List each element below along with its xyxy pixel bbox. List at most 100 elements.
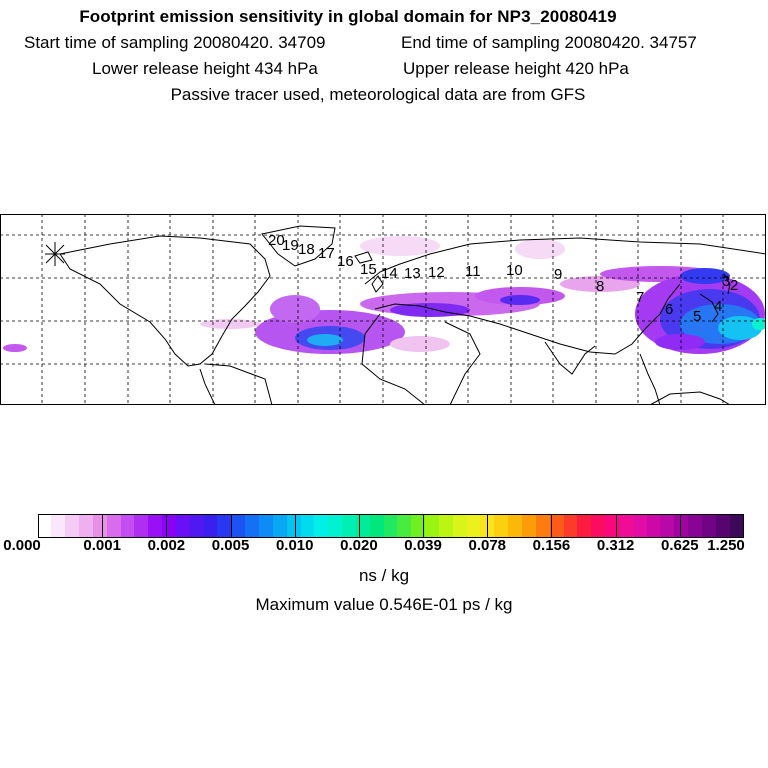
colorbar-cell xyxy=(51,514,66,538)
trajectory-label: 20 xyxy=(268,232,285,249)
trajectory-label: 18 xyxy=(298,241,315,258)
colorbar-cell xyxy=(342,514,357,538)
trajectory-label: 8 xyxy=(596,278,604,295)
figure-title: Footprint emission sensitivity in global… xyxy=(79,7,617,26)
trajectory-label: 10 xyxy=(506,262,523,279)
colorbar-tick-label: 1.250 xyxy=(707,537,745,554)
colorbar-cell xyxy=(647,514,661,538)
trajectory-label: 5 xyxy=(693,308,701,325)
colorbar-cell xyxy=(397,514,412,538)
colorbar-tick-label: 0.001 xyxy=(83,537,121,554)
colorbar-border xyxy=(38,514,744,538)
colorbar-cell xyxy=(619,514,634,538)
trajectory-label: 12 xyxy=(428,264,445,281)
trajectory-labels: 20 19 18 17 16 15 14 13 12 11 10 9 8 7 6… xyxy=(268,232,738,325)
footprint-field xyxy=(3,236,766,354)
trajectory-label: 14 xyxy=(381,265,398,282)
colorbar-tick-label: 0.010 xyxy=(275,537,314,554)
colorbar-cell xyxy=(577,514,592,538)
colorbar-cell xyxy=(439,514,454,538)
colorbar-units: ns / kg xyxy=(358,566,410,585)
colorbar-cells xyxy=(38,514,744,538)
colorbar-cell xyxy=(550,514,565,538)
upper-height-text: Upper release height 420 hPa xyxy=(403,59,629,78)
colorbar-cell xyxy=(591,514,606,538)
colorbar-cell xyxy=(301,514,315,538)
release-height-row: Lower release height 434 hPa Upper relea… xyxy=(0,59,768,81)
colorbar-cell xyxy=(564,514,578,538)
colorbar-tick-label: 0.000 xyxy=(3,537,41,554)
colorbar-cell xyxy=(314,514,329,538)
colorbar-cell xyxy=(259,514,274,538)
trajectory-label: 6 xyxy=(665,301,673,318)
colorbar-tick-label: 0.156 xyxy=(532,537,571,554)
colorbar-cell xyxy=(425,514,440,538)
colorbar-cell xyxy=(245,514,260,538)
colorbar-cell xyxy=(660,514,675,538)
colorbar-cell xyxy=(384,514,398,538)
maximum-value-text: Maximum value 0.546E-01 ps / kg xyxy=(255,595,513,614)
colorbar-cell xyxy=(231,514,246,538)
colorbar-cell xyxy=(453,514,468,538)
colorbar-cell xyxy=(121,514,135,538)
tracer-note: Passive tracer used, meteorological data… xyxy=(170,85,586,104)
sampling-time-row: Start time of sampling 20080420. 34709 E… xyxy=(0,33,768,55)
colorbar-dividers xyxy=(102,514,681,538)
colorbar-cell xyxy=(356,514,371,538)
colorbar-cell xyxy=(633,514,648,538)
colorbar-tick-label: 0.039 xyxy=(404,537,442,554)
trajectory-label: 9 xyxy=(554,266,562,283)
sensitivity-map: 20 19 18 17 16 15 14 13 12 11 10 9 8 7 6… xyxy=(0,214,766,405)
trajectory-label: 19 xyxy=(282,237,299,254)
colorbar-cell xyxy=(38,514,52,538)
trajectory-label: 11 xyxy=(465,263,481,280)
colorbar xyxy=(38,514,744,538)
end-time-text: End time of sampling 20080420. 34757 xyxy=(401,33,697,52)
colorbar-cell xyxy=(411,514,426,538)
colorbar-tick-label: 0.078 xyxy=(468,537,507,554)
colorbar-cell xyxy=(273,514,288,538)
trajectory-label: 17 xyxy=(318,245,335,262)
colorbar-tick-label: 0.005 xyxy=(211,537,250,554)
colorbar-tick-label: 0.312 xyxy=(596,537,635,554)
colorbar-cell xyxy=(494,514,509,538)
colorbar-cell xyxy=(217,514,232,538)
start-time-text: Start time of sampling 20080420. 34709 xyxy=(24,33,326,52)
release-point-marker xyxy=(45,242,65,266)
trajectory-label: 13 xyxy=(404,265,421,282)
colorbar-tick-label: 0.002 xyxy=(147,537,186,554)
coastlines xyxy=(59,225,766,405)
colorbar-cell xyxy=(674,514,689,538)
colorbar-cell xyxy=(162,514,177,538)
trajectory-label: 4 xyxy=(714,298,722,315)
colorbar-cell xyxy=(176,514,191,538)
colorbar-cell xyxy=(287,514,302,538)
map-border xyxy=(0,214,766,405)
colorbar-cell xyxy=(190,514,205,538)
colorbar-cell xyxy=(730,514,744,538)
colorbar-cell xyxy=(328,514,343,538)
colorbar-cell xyxy=(370,514,385,538)
colorbar-cell xyxy=(148,514,163,538)
colorbar-cell xyxy=(134,514,149,538)
colorbar-cell xyxy=(107,514,122,538)
colorbar-cell xyxy=(65,514,80,538)
trajectory-label: 3 xyxy=(722,273,730,290)
colorbar-cell xyxy=(605,514,620,538)
colorbar-cell xyxy=(93,514,108,538)
trajectory-label: 7 xyxy=(636,289,644,306)
colorbar-cell xyxy=(716,514,731,538)
trajectory-label: 15 xyxy=(360,261,377,278)
colorbar-cell xyxy=(508,514,523,538)
colorbar-cell xyxy=(467,514,481,538)
colorbar-cell xyxy=(702,514,717,538)
colorbar-cell xyxy=(688,514,703,538)
colorbar-cell xyxy=(204,514,218,538)
colorbar-cell xyxy=(79,514,94,538)
trajectory-label: 2 xyxy=(730,277,738,294)
trajectory-label: 16 xyxy=(337,253,354,270)
colorbar-tick-label: 0.020 xyxy=(340,537,378,554)
colorbar-cell xyxy=(522,514,537,538)
graticule xyxy=(0,214,766,405)
colorbar-tick-label: 0.625 xyxy=(661,537,699,554)
